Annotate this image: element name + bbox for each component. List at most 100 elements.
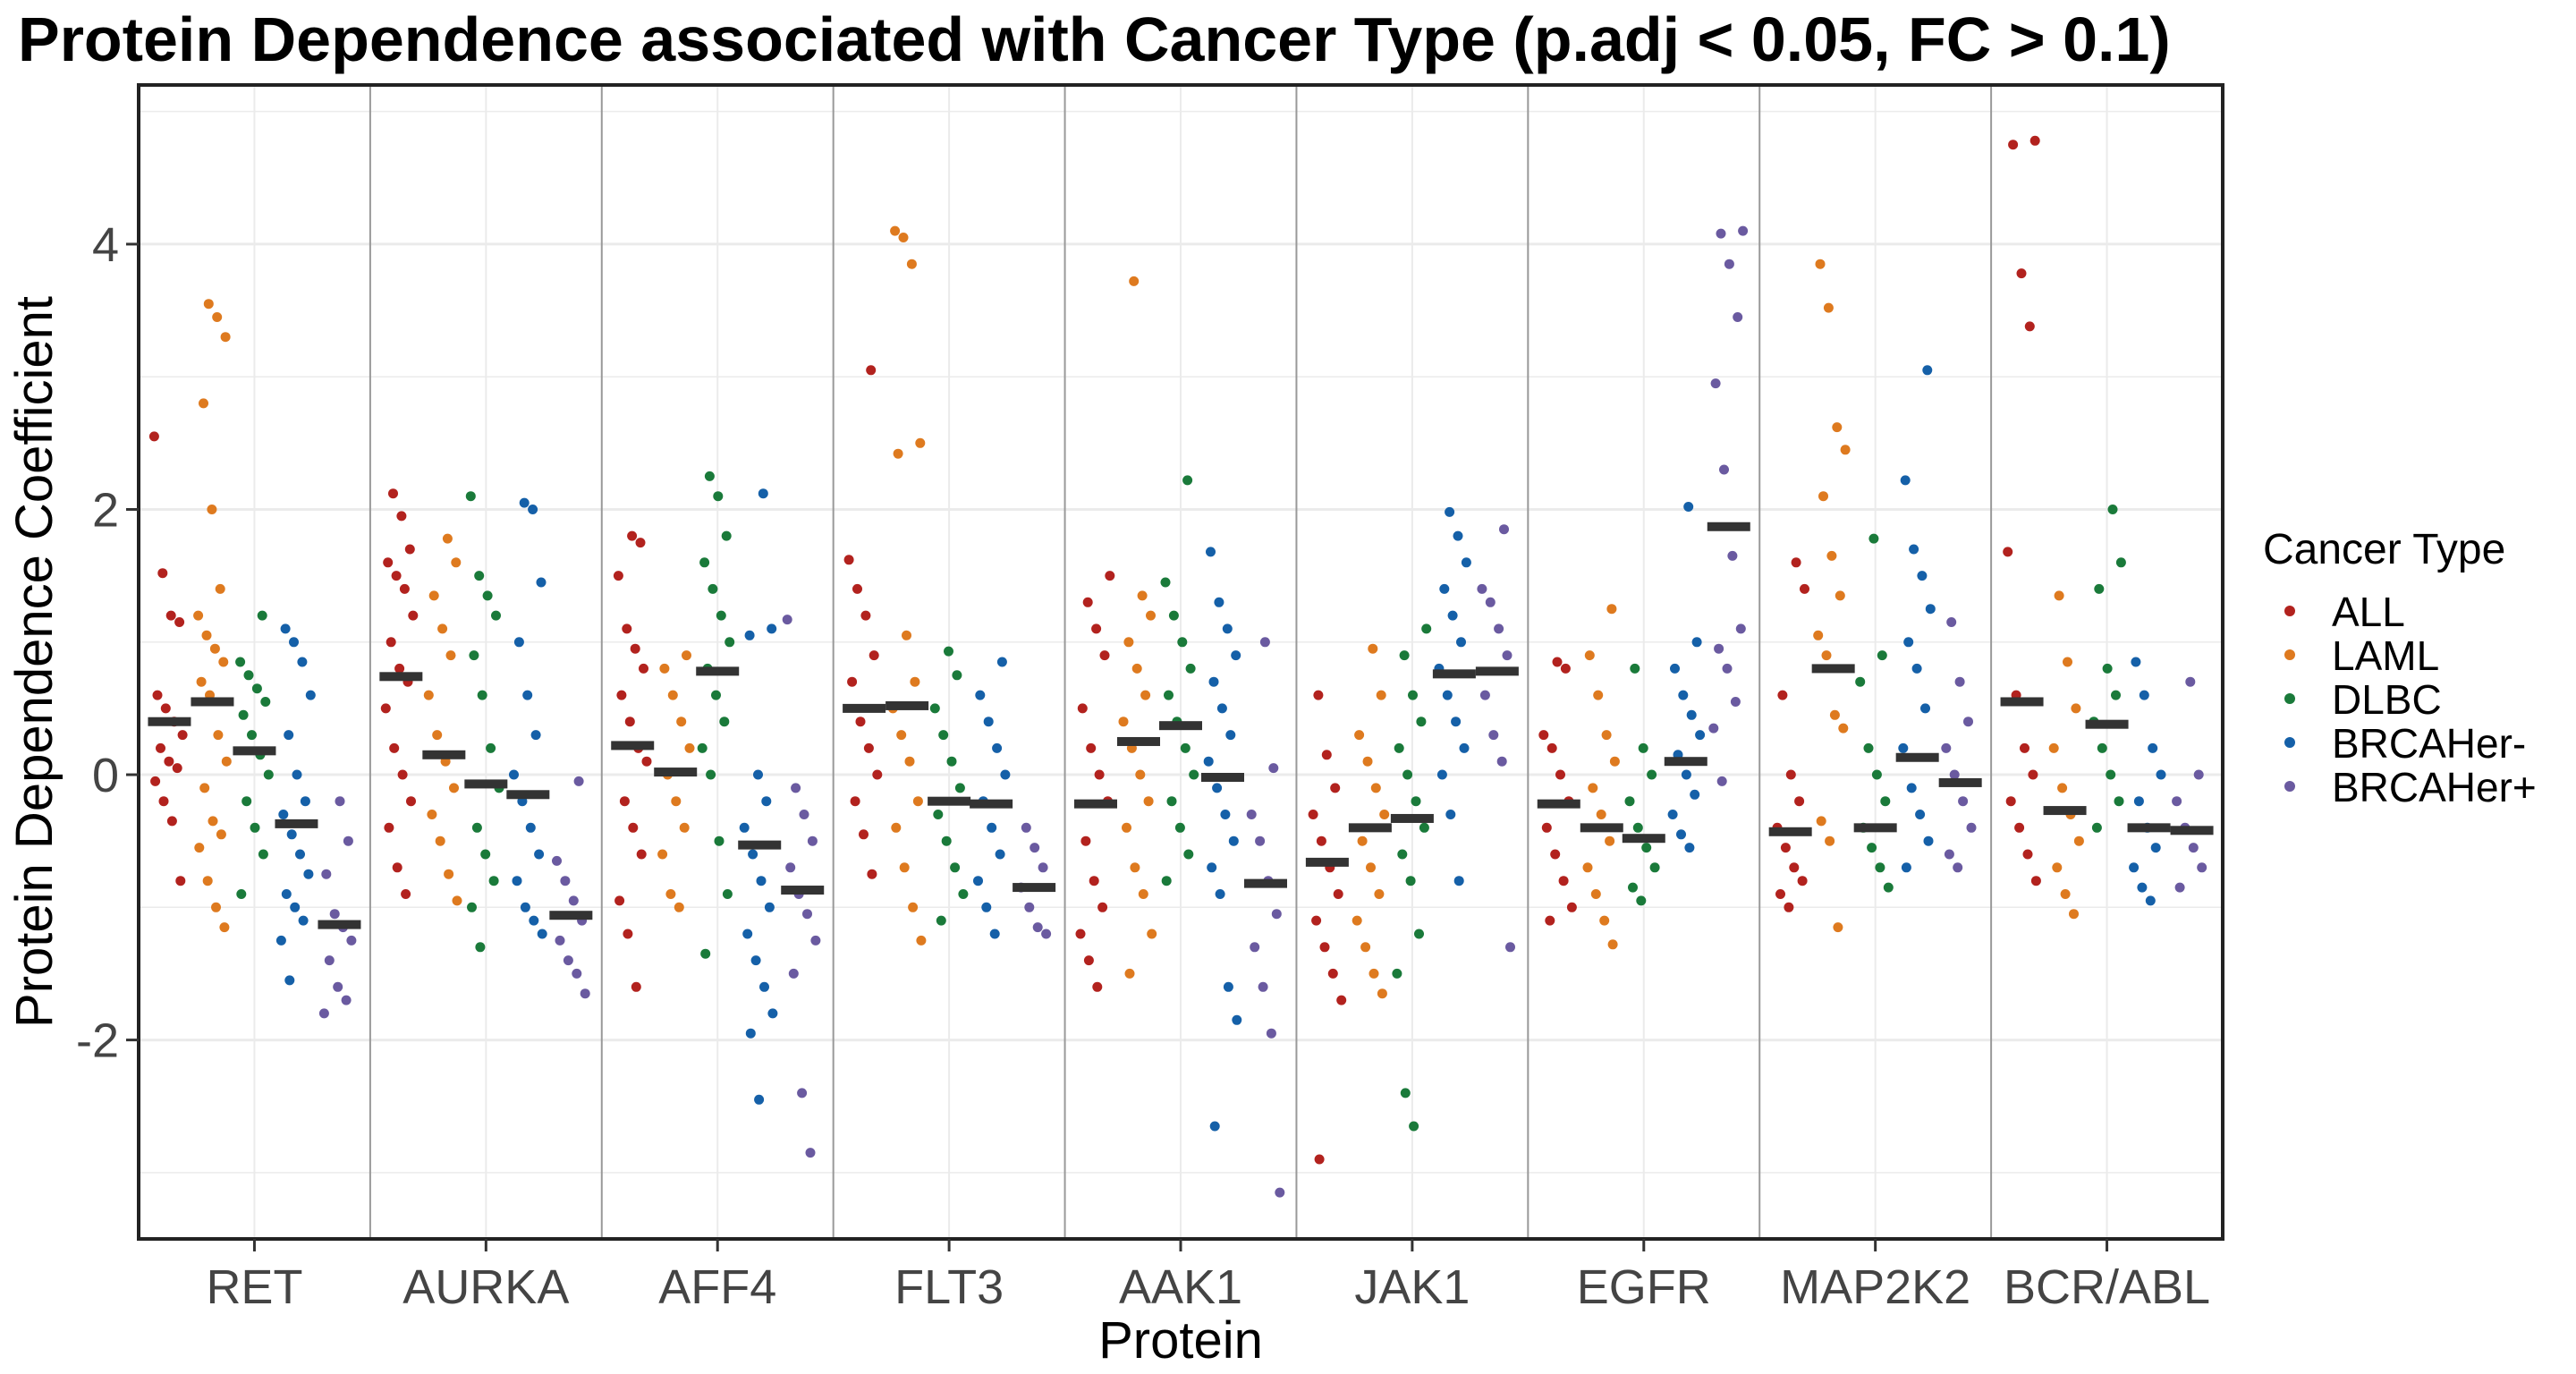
median-bar — [2085, 719, 2129, 729]
x-tick-label: FLT3 — [894, 1260, 1004, 1314]
median-bar — [1622, 834, 1665, 844]
median-bar — [1117, 736, 1160, 746]
data-point — [380, 703, 391, 714]
data-point — [1607, 939, 1618, 950]
median-bar — [1537, 799, 1580, 809]
x-tick-label: AFF4 — [658, 1260, 776, 1314]
x-tick-label: EGFR — [1577, 1260, 1711, 1314]
data-point — [628, 822, 639, 833]
median-bar — [379, 672, 423, 682]
data-point — [622, 623, 632, 634]
data-point — [1880, 796, 1891, 807]
data-point — [1800, 583, 1809, 594]
median-bar — [1853, 823, 1897, 833]
data-point — [1695, 730, 1706, 741]
data-point — [281, 889, 292, 899]
data-point — [534, 849, 545, 860]
median-bar — [549, 911, 593, 920]
legend-key — [2284, 737, 2295, 748]
data-point — [904, 756, 915, 767]
data-point — [1122, 822, 1131, 833]
data-point — [1784, 902, 1794, 912]
data-point — [1402, 769, 1413, 780]
data-point — [1308, 810, 1318, 819]
data-point — [2193, 769, 2204, 780]
data-point — [1867, 843, 1877, 853]
data-point — [260, 697, 271, 707]
x-tick-label: RET — [206, 1260, 302, 1314]
data-point — [671, 796, 682, 807]
data-point — [1596, 810, 1606, 819]
data-point — [1724, 259, 1734, 269]
data-point — [203, 299, 214, 310]
data-point — [242, 796, 252, 807]
data-point — [719, 717, 730, 727]
data-point — [1041, 929, 1052, 939]
data-point — [401, 889, 411, 899]
data-point — [641, 756, 652, 767]
data-point — [1313, 690, 1324, 700]
data-point — [1832, 422, 1843, 433]
data-point — [1459, 742, 1470, 753]
median-bar — [464, 779, 508, 789]
data-point — [1777, 690, 1788, 700]
data-point — [2129, 862, 2140, 873]
data-point — [1898, 742, 1909, 753]
data-point — [488, 876, 499, 886]
data-point — [1636, 895, 1647, 906]
data-point — [335, 796, 345, 807]
data-point — [896, 730, 907, 741]
data-point — [442, 533, 453, 544]
data-point — [973, 876, 983, 886]
data-point — [1259, 637, 1270, 648]
data-point — [1606, 604, 1617, 615]
data-point — [573, 776, 584, 786]
data-point — [1316, 835, 1326, 846]
data-point — [614, 895, 625, 906]
data-point — [520, 902, 530, 912]
data-point — [480, 849, 491, 860]
data-point — [1735, 623, 1746, 634]
data-point — [1189, 769, 1199, 780]
data-point — [1327, 968, 1338, 979]
data-point — [563, 955, 573, 966]
legend-key — [2284, 781, 2295, 792]
data-point — [1414, 929, 1424, 939]
data-point — [1180, 742, 1191, 753]
data-point — [199, 398, 208, 409]
data-point — [525, 822, 536, 833]
data-point — [158, 796, 169, 807]
data-point — [1024, 902, 1035, 912]
data-point — [449, 783, 459, 793]
data-point — [394, 663, 405, 674]
data-point — [624, 717, 635, 727]
data-point — [1377, 988, 1387, 999]
median-bar — [2043, 806, 2087, 816]
data-point — [1311, 915, 1322, 926]
data-point — [745, 1028, 756, 1039]
data-point — [1232, 1014, 1242, 1025]
data-point — [1129, 276, 1140, 286]
data-point — [552, 855, 562, 866]
data-point — [1582, 862, 1593, 873]
data-point — [1641, 843, 1652, 853]
data-point — [1630, 663, 1640, 674]
data-point — [782, 615, 792, 625]
data-point — [1601, 730, 1612, 741]
data-point — [396, 511, 407, 522]
data-point — [555, 935, 565, 946]
data-point — [1168, 610, 1179, 621]
data-point — [1453, 876, 1464, 886]
data-point — [2185, 676, 2196, 687]
median-bar — [1707, 522, 1750, 531]
data-point — [207, 505, 217, 514]
data-point — [297, 657, 308, 667]
data-point — [295, 849, 305, 860]
data-point — [452, 895, 462, 906]
data-point — [716, 610, 726, 621]
data-point — [1445, 506, 1455, 517]
data-point — [150, 776, 161, 786]
data-point — [1499, 524, 1509, 535]
data-point — [1538, 730, 1549, 741]
data-point — [1408, 690, 1418, 700]
